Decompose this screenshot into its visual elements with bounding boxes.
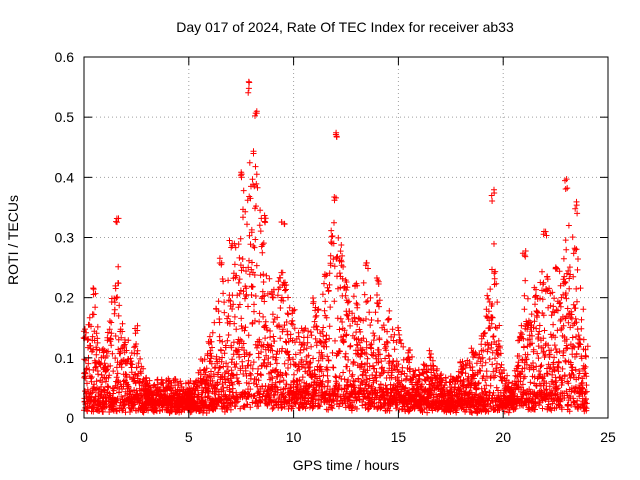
x-tick-label: 5 — [185, 429, 193, 445]
y-tick-label: 0.2 — [55, 290, 75, 306]
y-tick-label: 0.4 — [55, 169, 75, 185]
y-tick-label: 0.3 — [55, 230, 75, 246]
y-axis-label: ROTI / TECUs — [5, 195, 21, 285]
y-tick-label: 0 — [66, 410, 74, 426]
x-tick-label: 15 — [391, 429, 407, 445]
x-tick-label: 0 — [80, 429, 88, 445]
x-tick-label: 20 — [495, 429, 511, 445]
data-points — [80, 78, 591, 417]
grid-layer — [84, 57, 608, 418]
x-tick-label: 10 — [286, 429, 302, 445]
y-tick-label: 0.6 — [55, 49, 75, 65]
y-tick-label: 0.1 — [55, 350, 75, 366]
x-axis-label: GPS time / hours — [293, 457, 400, 473]
ticks-layer: 0 0.1 0.2 0.3 0.4 0.5 0.6 0 5 10 15 20 25 — [55, 49, 616, 445]
x-tick-label: 25 — [600, 429, 616, 445]
scatter-points — [80, 78, 591, 417]
chart-title: Day 017 of 2024, Rate Of TEC Index for r… — [176, 19, 514, 35]
y-tick-label: 0.5 — [55, 109, 75, 125]
